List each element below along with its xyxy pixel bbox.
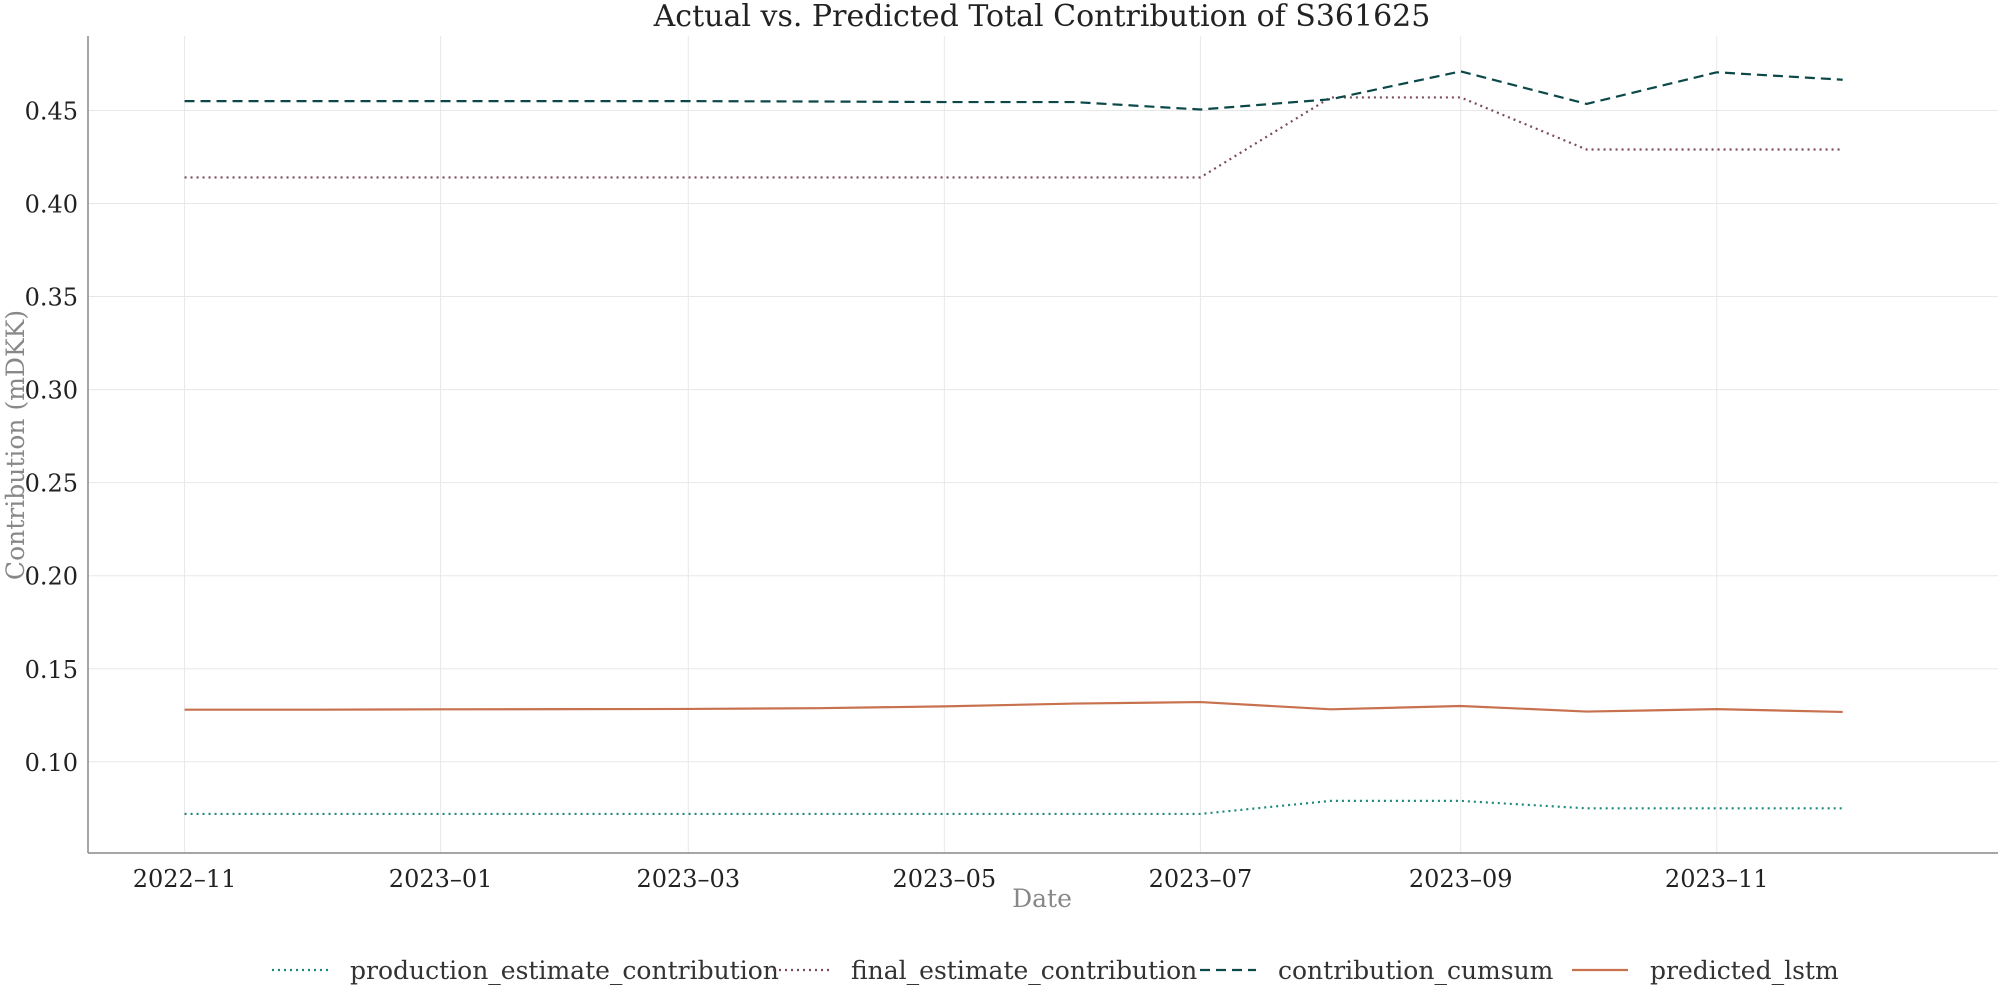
x-tick-label: 2023–09 — [1409, 865, 1513, 893]
x-tick-label: 2023–01 — [389, 865, 493, 893]
grid — [88, 36, 1998, 853]
x-tick-label: 2023–03 — [636, 865, 740, 893]
legend-label: predicted_lstm — [1650, 956, 1839, 985]
chart-title: Actual vs. Predicted Total Contribution … — [653, 0, 1431, 34]
x-tick-label: 2022–11 — [133, 865, 237, 893]
y-tick-label: 0.15 — [25, 656, 78, 684]
series-line-predicted-lstm — [184, 700, 1843, 714]
series-line-production-estimate-contribution — [184, 799, 1843, 816]
series-line-final-estimate-contribution — [184, 96, 1843, 179]
axes — [87, 36, 1998, 854]
tick-labels: 2022–11 2023–01 2023–03 2023–05 2023–07 2023–… — [25, 97, 1769, 893]
y-tick-label: 0.30 — [25, 377, 78, 405]
y-tick-label: 0.25 — [25, 470, 78, 498]
series-lines — [184, 70, 1843, 816]
series-line-contribution-cumsum — [184, 70, 1843, 111]
y-tick-label: 0.10 — [25, 749, 78, 777]
legend-label: contribution_cumsum — [1278, 956, 1554, 985]
y-tick-label: 0.20 — [25, 563, 78, 591]
y-axis-label: Contribution (mDKK) — [1, 310, 30, 580]
x-tick-label: 2023–11 — [1665, 865, 1769, 893]
y-tick-label: 0.40 — [25, 190, 78, 218]
y-tick-label: 0.35 — [25, 284, 78, 312]
y-tick-label: 0.45 — [25, 97, 78, 125]
legend-label: final_estimate_contribution — [851, 956, 1197, 985]
legend-label: production_estimate_contribution — [350, 956, 779, 985]
x-tick-label: 2023–07 — [1149, 865, 1253, 893]
x-axis-label: Date — [1012, 884, 1072, 913]
x-tick-label: 2023–05 — [893, 865, 997, 893]
legend: production_estimate_contribution final_es… — [272, 956, 1839, 985]
